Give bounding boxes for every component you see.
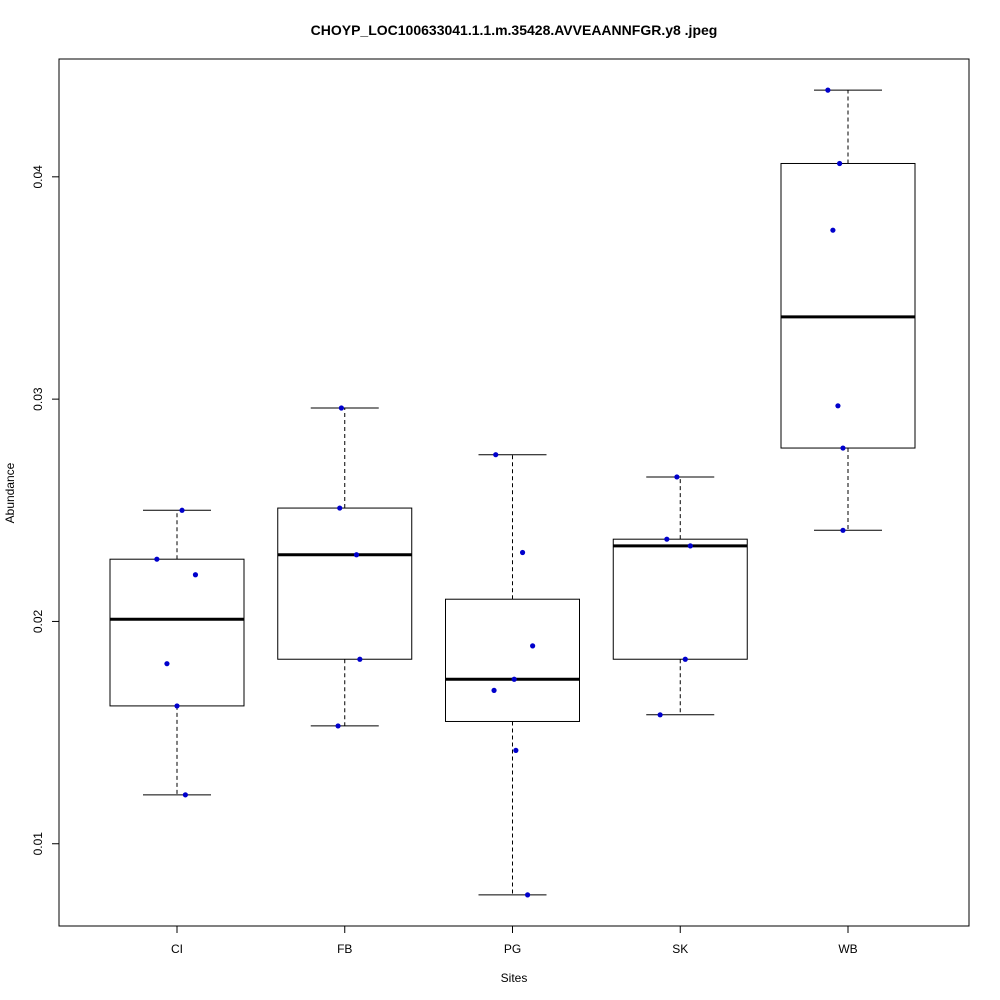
box-sk [612, 538, 748, 660]
boxes-layer [109, 89, 916, 896]
data-point-pg-16 [513, 747, 519, 753]
box-wb [780, 162, 916, 449]
data-point-pg-15 [491, 687, 497, 693]
data-point-wb-27 [840, 445, 846, 451]
data-point-sk-19 [664, 536, 670, 542]
data-point-pg-13 [530, 643, 536, 649]
y-tick-label-0-04: 0.04 [31, 165, 45, 189]
data-point-ci-5 [182, 792, 188, 798]
x-axis-label: Sites [501, 971, 528, 985]
data-point-fb-8 [353, 552, 360, 558]
data-point-wb-24 [837, 160, 843, 167]
data-point-pg-14 [511, 676, 517, 682]
chart-title: CHOYP_LOC100633041.1.1.m.35428.AVVEAANNF… [311, 22, 718, 38]
data-point-ci-3 [164, 661, 170, 667]
box-group-pg [445, 454, 580, 896]
x-tick-label-fb: FB [337, 942, 352, 956]
box-group-ci [109, 509, 245, 796]
box-group-wb [780, 89, 916, 531]
y-axis-label: Abundance [3, 462, 17, 523]
data-point-ci-2 [192, 572, 199, 578]
x-axis: CI FB PG SK WB [171, 926, 858, 956]
data-point-fb-6 [338, 405, 344, 411]
box-pg [445, 598, 580, 722]
y-tick-label-0-01: 0.01 [31, 832, 45, 856]
box-group-fb [277, 407, 413, 727]
y-axis: 0.01 0.02 0.03 0.04 [31, 165, 59, 856]
data-point-ci-1 [154, 556, 160, 562]
box-group-sk [612, 476, 748, 716]
data-point-sk-20 [687, 543, 693, 549]
data-point-wb-28 [840, 527, 846, 533]
box-fb [277, 507, 413, 660]
x-tick-label-wb: WB [838, 942, 857, 956]
data-point-pg-17 [525, 892, 531, 898]
data-point-pg-12 [519, 549, 526, 556]
data-point-sk-22 [657, 712, 663, 718]
data-point-fb-7 [337, 505, 343, 511]
data-point-pg-11 [493, 452, 499, 458]
y-tick-label-0-02: 0.02 [31, 609, 45, 633]
data-point-wb-23 [825, 87, 831, 93]
data-point-sk-21 [682, 656, 688, 662]
data-point-fb-9 [357, 656, 363, 662]
x-tick-label-pg: PG [504, 942, 521, 956]
data-point-ci-0 [179, 507, 185, 513]
data-point-fb-10 [335, 723, 341, 729]
data-point-wb-26 [835, 403, 841, 409]
box-ci [109, 558, 245, 707]
points-layer [154, 87, 846, 898]
data-point-wb-25 [830, 227, 836, 233]
x-tick-label-sk: SK [672, 942, 688, 956]
data-point-ci-4 [174, 703, 180, 709]
y-tick-label-0-03: 0.03 [31, 387, 45, 411]
plot-frame [58, 58, 970, 927]
data-point-sk-18 [674, 474, 680, 480]
x-tick-label-ci: CI [171, 942, 183, 956]
